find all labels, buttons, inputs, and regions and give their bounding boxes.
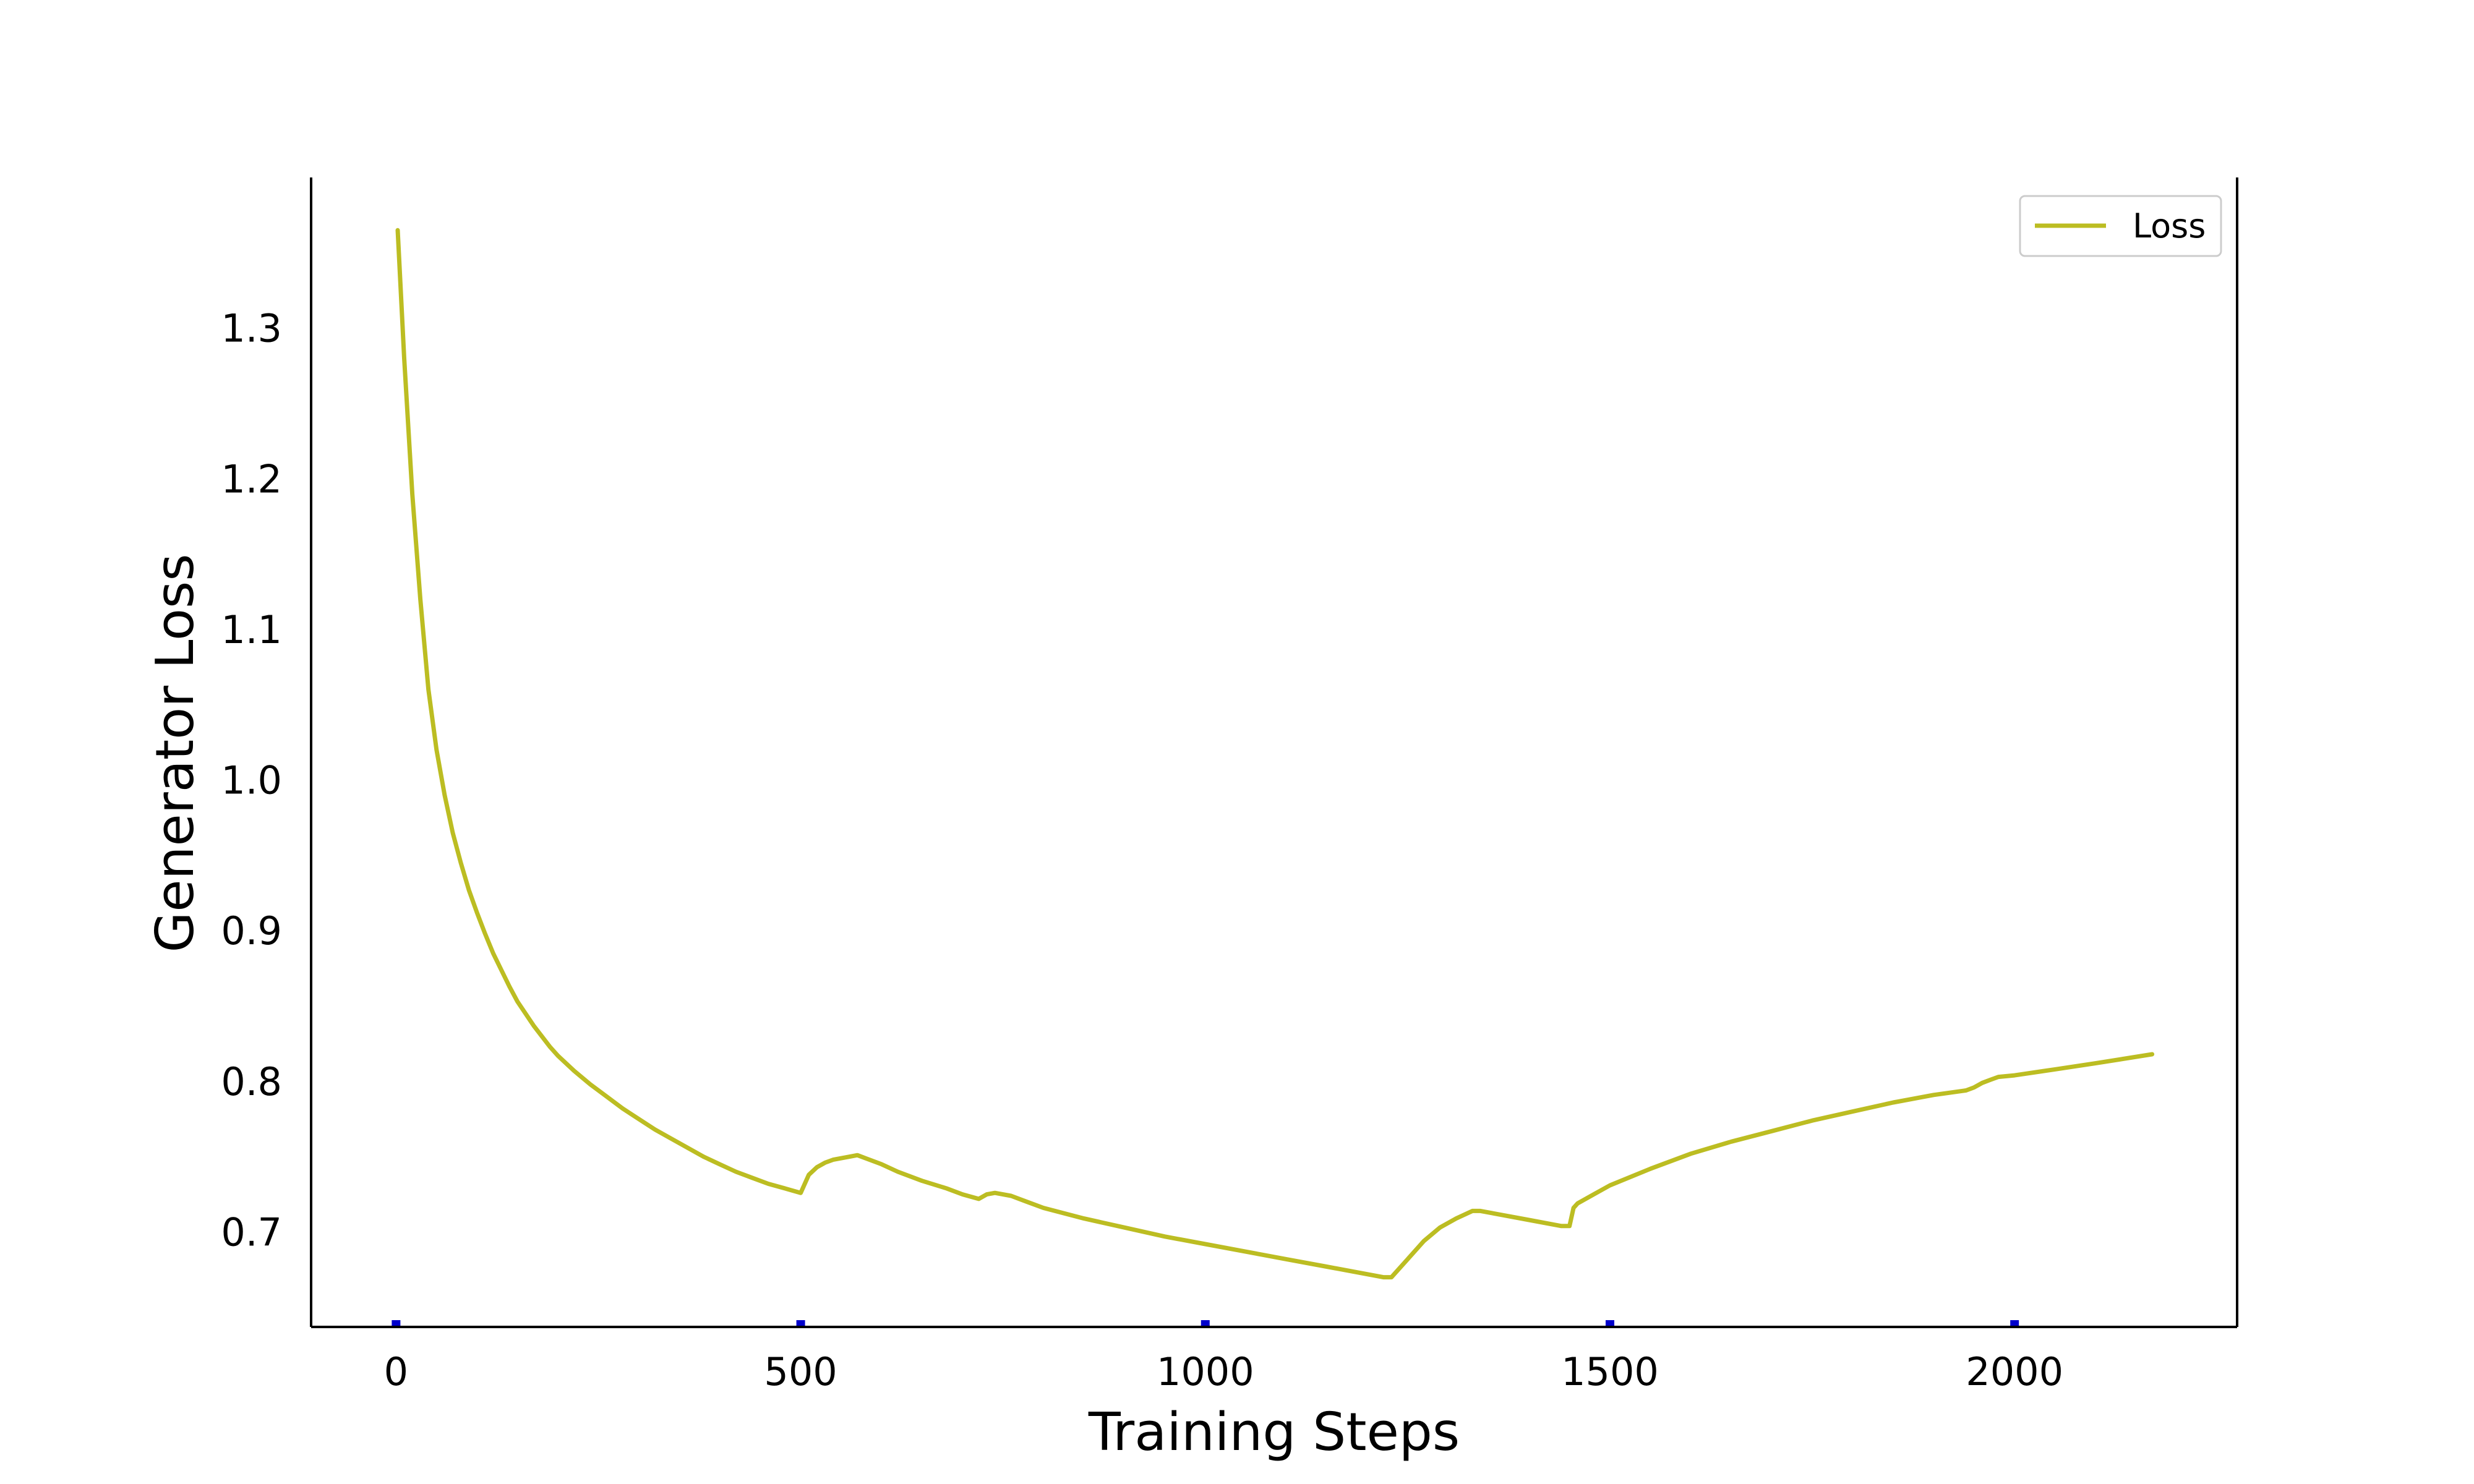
x-tick-marker [1605, 1320, 1614, 1326]
x-tick-label: 2000 [1966, 1349, 2063, 1394]
x-tick-marker [1201, 1320, 1210, 1326]
legend: Loss [2019, 195, 2222, 257]
x-tick-labels: 0 500 1000 1500 2000 [384, 1349, 2063, 1394]
x-axis-label: Training Steps [1088, 1402, 1460, 1463]
x-tick-marker [392, 1320, 401, 1326]
y-tick-label: 1.3 [221, 306, 282, 351]
x-tick-label: 500 [764, 1349, 837, 1394]
y-tick-label: 0.9 [221, 908, 282, 953]
x-tick-label: 0 [384, 1349, 408, 1394]
y-tick-label: 1.1 [221, 607, 282, 652]
x-tick-label: 1500 [1561, 1349, 1659, 1394]
y-tick-label: 1.0 [221, 758, 282, 803]
y-tick-labels: 0.7 0.8 0.9 1.0 1.1 1.2 1.3 [221, 306, 282, 1255]
x-tick-markers [392, 1320, 2019, 1326]
legend-label-loss: Loss [2133, 207, 2206, 245]
series-line-loss [395, 228, 2155, 1280]
series-group [395, 228, 2155, 1280]
legend-box [2019, 195, 2222, 257]
y-tick-label: 0.7 [221, 1210, 282, 1255]
y-axis-label: Generator Loss [145, 553, 206, 952]
x-tick-marker [796, 1320, 805, 1326]
x-tick-marker [2010, 1320, 2019, 1326]
plot-frame [310, 177, 2238, 1328]
x-tick-label: 1000 [1157, 1349, 1254, 1394]
y-tick-label: 1.2 [221, 456, 282, 501]
y-tick-label: 0.8 [221, 1059, 282, 1104]
